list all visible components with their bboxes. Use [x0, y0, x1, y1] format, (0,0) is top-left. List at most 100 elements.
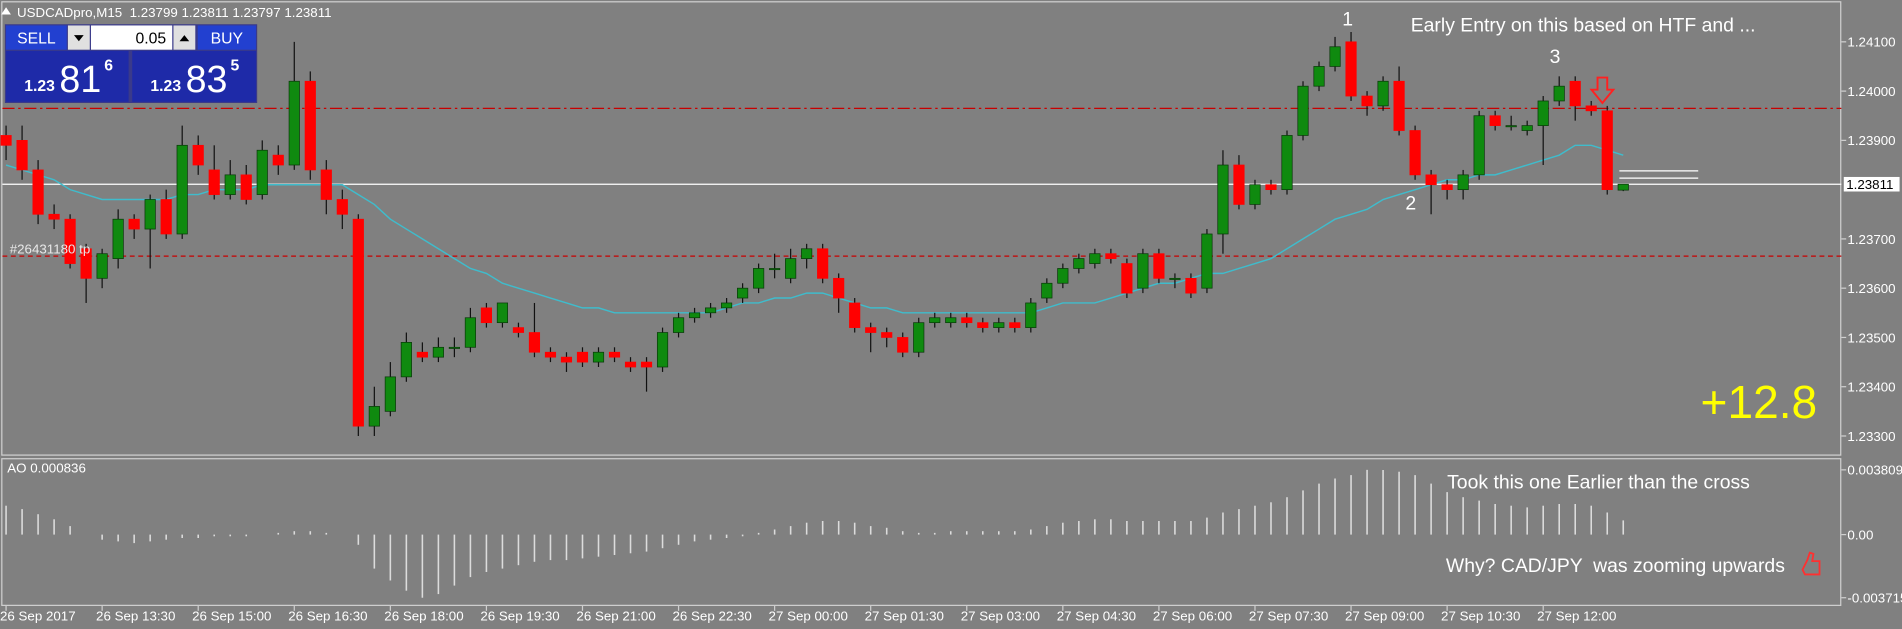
candle-body: [592, 351, 605, 363]
annotation: 2: [1405, 193, 1416, 215]
candle-body: [1473, 115, 1485, 176]
candle-body: [929, 317, 941, 324]
price-tag-label: 1.23811: [1846, 177, 1893, 192]
candle-body: [16, 140, 28, 171]
candle-body: [1089, 253, 1101, 264]
candle-body: [224, 174, 236, 195]
main-panel-border: [1, 1, 1842, 456]
profit-annotation: +12.8: [1701, 376, 1818, 428]
candle-body: [272, 154, 284, 166]
ask-fraction: 5: [230, 57, 239, 74]
candle-body: [993, 322, 1005, 328]
candle-body: [785, 258, 797, 279]
candle-body: [1393, 80, 1405, 131]
candle-body: [624, 361, 637, 368]
candle-body: [1025, 302, 1037, 328]
candle-body: [1521, 125, 1533, 131]
lot-value: 0.05: [136, 31, 167, 48]
candle-body: [737, 287, 749, 299]
candle-body: [304, 80, 316, 171]
candle-body: [576, 351, 589, 363]
candle-body: [1233, 164, 1245, 205]
chart-title: USDCADpro,M15 1.23799 1.23811 1.23797 1.…: [17, 5, 332, 20]
candle-body: [544, 351, 557, 358]
candle-body: [801, 248, 813, 259]
x-tick-label: 26 Sep 18:00: [384, 609, 463, 624]
ask-box[interactable]: [132, 50, 256, 102]
candle-body: [1313, 66, 1325, 87]
candle-body: [1585, 105, 1597, 112]
candle-body: [384, 376, 396, 412]
candle-body: [1153, 253, 1165, 279]
candle-body: [512, 327, 525, 333]
candle-body: [496, 302, 509, 324]
moving-average: [5, 144, 1624, 314]
candle-body: [144, 199, 156, 230]
candle-body: [945, 317, 957, 324]
y2-tick-label: 0.003809: [1847, 463, 1902, 478]
annotation: 3: [1550, 46, 1561, 68]
y-tick-label: 1.24000: [1847, 84, 1895, 99]
bid-big: 1.23: [24, 78, 55, 95]
candle-body: [1617, 183, 1629, 191]
up-arrow: [179, 35, 190, 42]
x-tick-label: 27 Sep 09:00: [1345, 609, 1424, 624]
candle-body: [560, 356, 573, 363]
candle-body: [416, 351, 428, 358]
candle-body: [1073, 258, 1085, 269]
buy-button[interactable]: [197, 25, 256, 50]
candle-body: [400, 342, 412, 378]
indicator-panel-border: [1, 458, 1842, 606]
x-tick-label: 27 Sep 10:30: [1441, 609, 1520, 624]
candle-body: [0, 135, 12, 146]
candle-body: [336, 199, 348, 215]
candle-body: [96, 253, 108, 279]
candle-body: [1265, 184, 1277, 191]
candle-body: [1505, 125, 1517, 128]
candle-body: [112, 218, 124, 259]
candle-body: [865, 327, 877, 333]
candle-body: [640, 361, 653, 368]
candle-body: [817, 248, 829, 279]
candle-body: [368, 406, 380, 427]
candle-body: [769, 268, 781, 271]
candle-body: [320, 169, 332, 200]
candle-body: [464, 317, 476, 348]
candle-body: [1217, 164, 1229, 235]
candle-body: [128, 218, 140, 230]
down-arrow-marker: [1589, 76, 1616, 105]
y-tick-label: 1.23700: [1847, 232, 1895, 247]
candle-body: [1121, 263, 1133, 294]
candle-body: [1105, 253, 1117, 259]
candle-body: [1425, 174, 1437, 186]
buy-label: BUY: [211, 31, 244, 48]
candle-body: [192, 144, 204, 166]
candle-body: [1553, 85, 1565, 102]
annotation: Early Entry on this based on HTF and ...: [1411, 15, 1756, 37]
bid-fraction: 6: [104, 57, 113, 74]
candle-body: [881, 332, 893, 338]
plot-area: [0, 31, 1842, 598]
candle-body: [753, 268, 765, 289]
candle-body: [288, 80, 300, 166]
x-tick-label: 27 Sep 01:30: [865, 609, 944, 624]
candle-body: [849, 302, 861, 328]
bid-pips: 81: [59, 58, 101, 100]
annotation: 1: [1342, 8, 1353, 30]
candle-body: [1057, 268, 1069, 284]
y-tick-label: 1.23600: [1847, 281, 1895, 296]
candle-body: [1409, 130, 1421, 176]
candle-body: [897, 337, 909, 353]
thumbs-up-icon: [1801, 551, 1821, 576]
lot-field[interactable]: [90, 25, 173, 50]
candle-body: [480, 307, 492, 324]
candle-body: [1281, 135, 1293, 191]
sell-button[interactable]: [6, 25, 67, 50]
bid-box[interactable]: [6, 50, 129, 102]
annotation: Took this one Earlier than the cross: [1447, 471, 1750, 493]
candle-body: [176, 144, 188, 235]
candle-body: [1457, 174, 1469, 191]
candle-body: [608, 351, 621, 358]
candle-body: [1137, 253, 1149, 289]
